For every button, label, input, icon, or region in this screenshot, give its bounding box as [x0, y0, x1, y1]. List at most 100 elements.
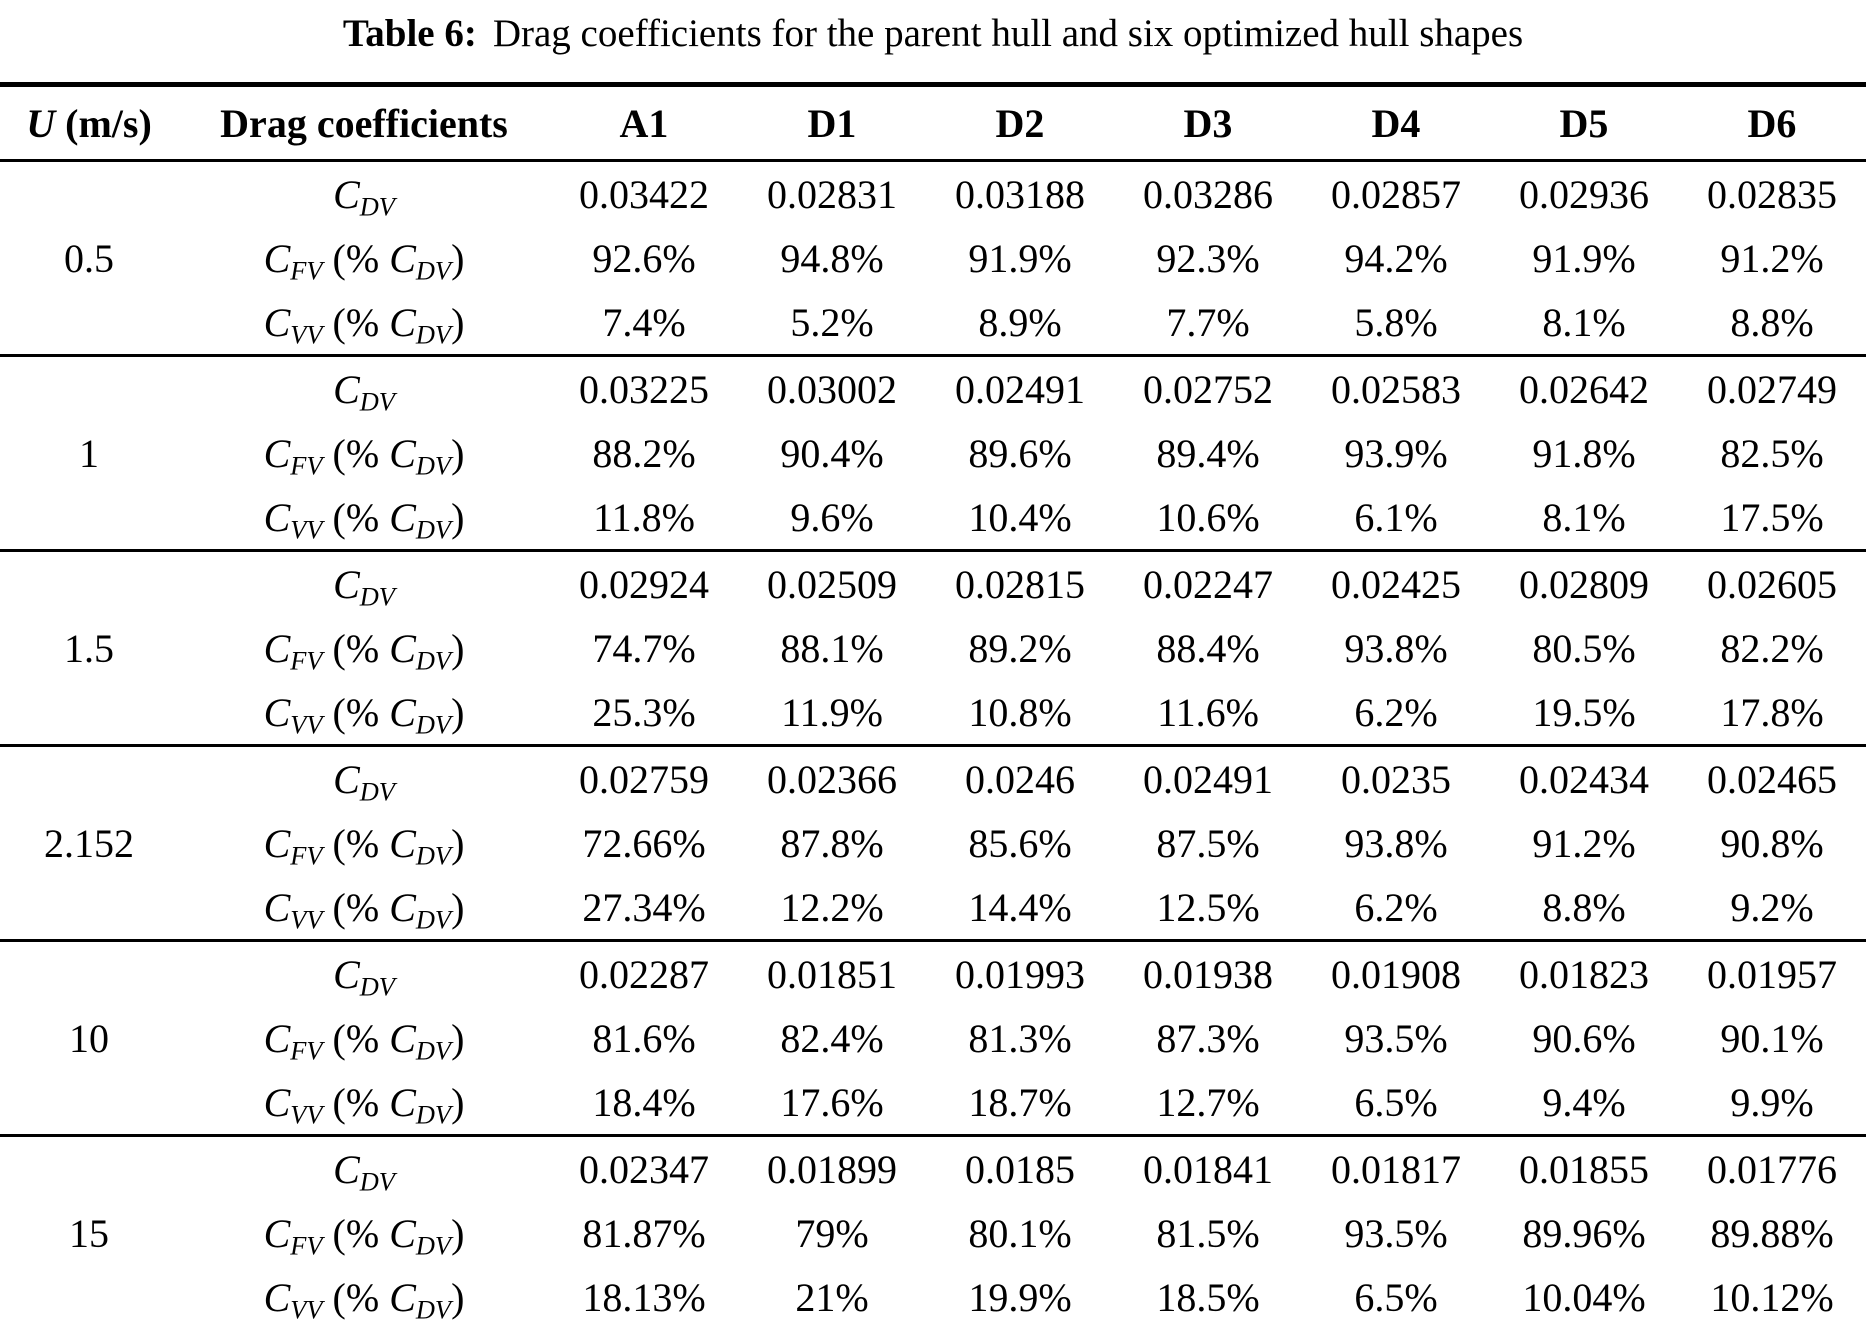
table-row: CVV (% CDV) 18.13% 21% 19.9% 18.5% 6.5% 10.04%… — [0, 1265, 1866, 1321]
value-cell: 8.1% — [1542, 494, 1626, 540]
value-cell: 80.5% — [1532, 625, 1636, 671]
value-cell: 8.9% — [978, 299, 1062, 345]
coefficient-label: CDV — [178, 159, 550, 226]
value-cell: 91.2% — [1532, 820, 1636, 866]
table-row: CVV (% CDV) 11.8% 9.6% 10.4% 10.6% 6.1% 8.1% 17… — [0, 485, 1866, 551]
table-row: 10 CDV 0.02287 0.01851 0.01993 0.01938 0.01908… — [0, 939, 1866, 1136]
value-cell: 0.01899 — [738, 1134, 926, 1201]
coefficient-label: CFV (% CDV) — [263, 820, 465, 870]
header-drag-coefficients: Drag coefficients — [178, 84, 550, 162]
value-cell: 0.01993 — [926, 939, 1114, 1006]
value-cell: 0.01855 — [1490, 1134, 1678, 1201]
value-cell: 0.01957 — [1678, 939, 1866, 1006]
value-cell: 82.5% — [1720, 430, 1824, 476]
value-cell: 6.2% — [1354, 884, 1438, 930]
value-cell: 81.5% — [1156, 1210, 1260, 1256]
value-cell: 79% — [795, 1210, 869, 1256]
value-cell: 10.6% — [1156, 494, 1260, 540]
value-cell: 0.02815 — [926, 549, 1114, 616]
coefficient-label: CFV (% CDV) — [263, 1210, 465, 1260]
value-cell: 0.02857 — [1302, 159, 1490, 226]
header-row: U (m/s) Drag coefficients A1 D1 D2 D3 D4… — [0, 84, 1866, 162]
value-cell: 91.9% — [1532, 235, 1636, 281]
value-cell: 91.2% — [1720, 235, 1824, 281]
table-row: CVV (% CDV) 25.3% 11.9% 10.8% 11.6% 6.2% 19.5%… — [0, 680, 1866, 746]
value-cell: 72.66% — [582, 820, 706, 866]
value-cell: 8.1% — [1542, 299, 1626, 345]
value-cell: 0.02583 — [1302, 354, 1490, 421]
coefficient-label: CDV — [178, 744, 550, 811]
value-cell: 11.9% — [781, 689, 883, 735]
value-cell: 12.7% — [1156, 1079, 1260, 1125]
coefficient-label: CVV (% CDV) — [263, 1274, 465, 1321]
value-cell: 9.6% — [790, 494, 874, 540]
value-cell: 94.2% — [1344, 235, 1448, 281]
header-hull-d3: D3 — [1114, 84, 1302, 162]
value-cell: 12.5% — [1156, 884, 1260, 930]
value-cell: 0.0235 — [1302, 744, 1490, 811]
table-row: CVV (% CDV) 18.4% 17.6% 18.7% 12.7% 6.5% 9.4% 9… — [0, 1070, 1866, 1136]
table-caption-label: Table 6: — [342, 12, 477, 55]
value-cell: 6.1% — [1354, 494, 1438, 540]
value-cell: 0.02287 — [550, 939, 738, 1006]
value-cell: 10.4% — [968, 494, 1072, 540]
value-cell: 25.3% — [592, 689, 696, 735]
value-cell: 90.6% — [1532, 1015, 1636, 1061]
value-cell: 11.6% — [1157, 689, 1259, 735]
value-cell: 18.7% — [968, 1079, 1072, 1125]
value-cell: 18.5% — [1156, 1274, 1260, 1320]
coefficient-label: CVV (% CDV) — [263, 299, 465, 349]
value-cell: 90.1% — [1720, 1015, 1824, 1061]
value-cell: 0.02759 — [550, 744, 738, 811]
value-cell: 89.96% — [1522, 1210, 1646, 1256]
coefficient-label: CVV (% CDV) — [263, 494, 465, 544]
value-cell: 8.8% — [1730, 299, 1814, 345]
header-hull-d5: D5 — [1490, 84, 1678, 162]
table-row: CFV (% CDV) 92.6% 94.8% 91.9% 92.3% 94.2% 91.9… — [0, 226, 1866, 290]
value-cell: 0.0246 — [926, 744, 1114, 811]
table-row: CFV (% CDV) 88.2% 90.4% 89.6% 89.4% 93.9% 91.8… — [0, 421, 1866, 485]
value-cell: 0.02425 — [1302, 549, 1490, 616]
value-cell: 89.88% — [1710, 1210, 1834, 1256]
u-value: 0.5 — [0, 159, 178, 356]
u-unit: (m/s) — [65, 100, 152, 146]
value-cell: 0.02831 — [738, 159, 926, 226]
value-cell: 11.8% — [593, 494, 695, 540]
value-cell: 0.02835 — [1678, 159, 1866, 226]
value-cell: 90.8% — [1720, 820, 1824, 866]
header-u-mps: U (m/s) — [0, 84, 178, 162]
value-cell: 5.2% — [790, 299, 874, 345]
coefficient-label: CDV — [178, 1134, 550, 1201]
value-cell: 0.03002 — [738, 354, 926, 421]
table-row: CFV (% CDV) 81.6% 82.4% 81.3% 87.3% 93.5% 90.6… — [0, 1006, 1866, 1070]
value-cell: 10.12% — [1710, 1274, 1834, 1320]
value-cell: 0.02936 — [1490, 159, 1678, 226]
value-cell: 18.13% — [582, 1274, 706, 1320]
header-hull-d6: D6 — [1678, 84, 1866, 162]
value-cell: 10.8% — [968, 689, 1072, 735]
value-cell: 93.9% — [1344, 430, 1448, 476]
table-row: 1.5 CDV 0.02924 0.02509 0.02815 0.02247 0.0242… — [0, 549, 1866, 746]
value-cell: 0.03188 — [926, 159, 1114, 226]
value-cell: 0.02809 — [1490, 549, 1678, 616]
value-cell: 6.2% — [1354, 689, 1438, 735]
value-cell: 92.6% — [592, 235, 696, 281]
coefficient-label: CVV (% CDV) — [263, 1079, 465, 1129]
value-cell: 0.02605 — [1678, 549, 1866, 616]
value-cell: 91.9% — [968, 235, 1072, 281]
value-cell: 88.1% — [780, 625, 884, 671]
value-cell: 93.5% — [1344, 1015, 1448, 1061]
value-cell: 87.3% — [1156, 1015, 1260, 1061]
u-value: 15 — [0, 1134, 178, 1321]
coefficient-label: CDV — [178, 354, 550, 421]
header-hull-d4: D4 — [1302, 84, 1490, 162]
value-cell: 0.01841 — [1114, 1134, 1302, 1201]
value-cell: 7.4% — [602, 299, 686, 345]
coefficient-label: CFV (% CDV) — [263, 430, 465, 480]
coefficient-label: CFV (% CDV) — [263, 1015, 465, 1065]
value-cell: 93.8% — [1344, 625, 1448, 671]
value-cell: 0.02491 — [1114, 744, 1302, 811]
value-cell: 0.01817 — [1302, 1134, 1490, 1201]
value-cell: 0.02247 — [1114, 549, 1302, 616]
value-cell: 90.4% — [780, 430, 884, 476]
